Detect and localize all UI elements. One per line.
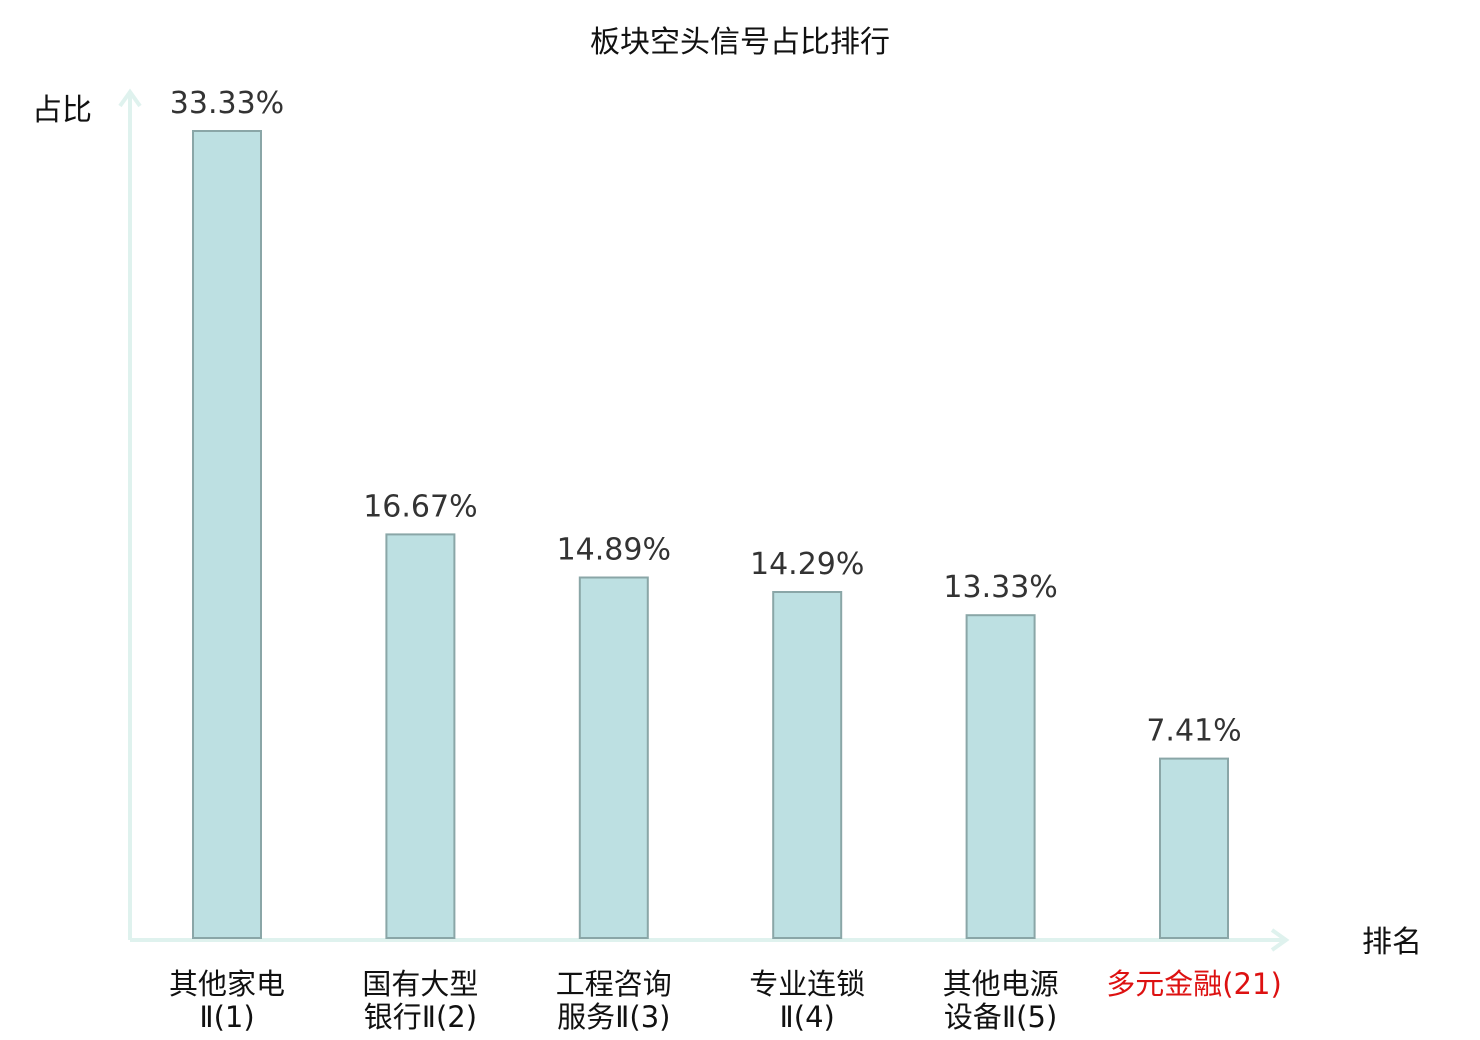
category-label-6-line-1: 多元金融(21) [1106,967,1282,1001]
category-label-5-line-2: 设备Ⅱ(5) [944,1000,1057,1034]
value-label-2: 16.67% [363,489,477,524]
value-label-3: 14.89% [557,533,671,568]
bar-5 [965,614,1036,939]
bar-6 [1159,757,1229,939]
category-label-3-line-2: 服务Ⅱ(3) [557,1000,670,1034]
category-label-1-line-1: 其他家电 [169,967,285,1001]
bar-2 [385,533,456,940]
bar-1 [192,130,262,939]
category-label-5-line-1: 其他电源 [943,967,1059,1001]
y-axis-label: 占比 [32,93,92,128]
value-labels-group: 33.33% 16.67% 14.89% 14.29% 13.33% 7.41% [170,86,1242,749]
bar-3 [578,576,649,939]
y-axis: 占比 [32,88,142,940]
value-label-1: 33.33% [170,86,284,121]
bar-4 [772,591,843,939]
x-axis-arrow [1270,928,1290,952]
bars-group [192,130,1229,940]
chart-title: 板块空头信号占比排行 [590,25,890,60]
category-label-2-line-1: 国有大型 [362,967,478,1001]
y-axis-arrow [118,88,142,108]
category-label-2-line-2: 银行Ⅱ(2) [364,1000,477,1034]
value-label-5: 13.33% [943,570,1057,605]
category-label-4-line-1: 专业连锁 [749,967,865,1001]
x-axis-label: 排名 [1362,925,1422,960]
category-label-1-line-2: Ⅱ(1) [199,1000,254,1034]
x-axis: 排名 [130,925,1422,960]
category-label-4-line-2: Ⅱ(4) [780,1000,835,1034]
value-label-4: 14.29% [750,547,864,582]
category-label-3-line-1: 工程咨询 [556,967,672,1001]
value-label-6: 7.41% [1146,714,1241,749]
